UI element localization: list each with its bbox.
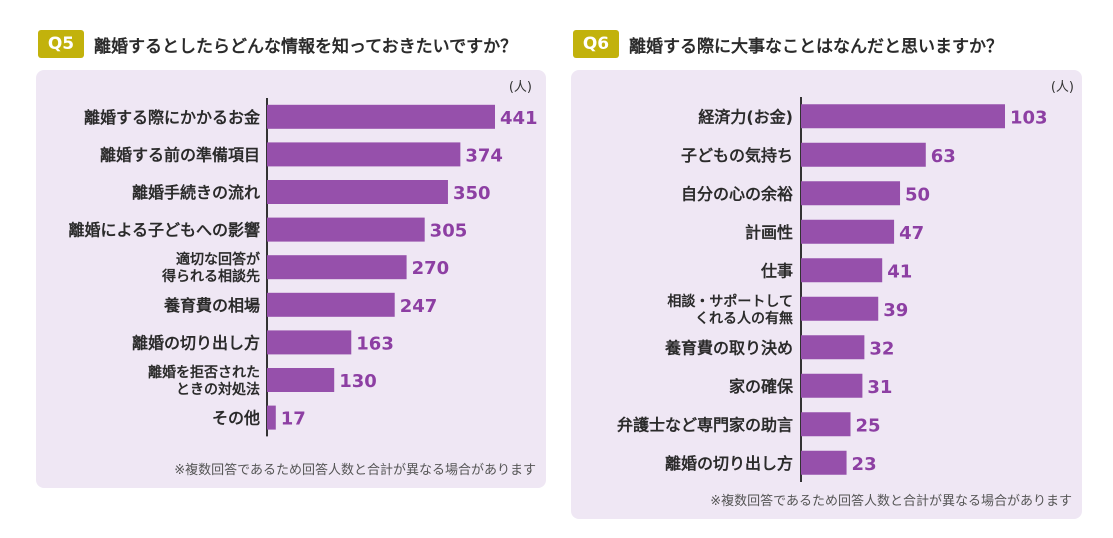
q6-category-label: 相談・サポートしてくれる人の有無 xyxy=(667,293,793,327)
q5-title: 離婚するとしたらどんな情報を知っておきたいですか？ xyxy=(94,36,518,57)
q6-title: 離婚する際に大事なことはなんだと思いますか？ xyxy=(629,36,1003,57)
q5-category-label: 養育費の相場 xyxy=(163,296,260,315)
q5-value-label: 374 xyxy=(465,145,503,166)
q6-badge: Q6 xyxy=(573,30,619,58)
q6-value-label: 47 xyxy=(899,223,924,244)
q5-bar xyxy=(267,104,495,129)
q6-category-label: 子どもの気持ち xyxy=(681,146,793,165)
q6-header: Q6 離婚する際に大事なことはなんだと思いますか？ xyxy=(573,30,1003,58)
q6-category-label: 経済力(お金) xyxy=(698,107,793,126)
q6-category-label: 家の確保 xyxy=(729,377,794,396)
q6-footnote: ※複数回答であるため回答人数と合計が異なる場合があります xyxy=(710,494,1072,509)
q6-value-label: 25 xyxy=(856,415,881,436)
q5-value-label: 441 xyxy=(500,108,538,129)
q6-category-label: 計画性 xyxy=(745,223,793,242)
q6-bar xyxy=(801,373,863,398)
q6-bar xyxy=(801,181,901,206)
q6-category-label: 仕事 xyxy=(760,261,793,280)
q6-bar xyxy=(801,219,895,244)
q5-value-label: 305 xyxy=(430,221,468,242)
q5-value-label: 130 xyxy=(339,371,377,392)
q6-value-label: 32 xyxy=(869,338,894,359)
q5-category-label: 離婚する際にかかるお金 xyxy=(84,108,261,127)
q5-bar-chart: 441 離婚する際にかかるお金 374 離婚する前の準備項目 350 離婚手続きの流れ 30… xyxy=(68,98,538,437)
q5-category-label: 離婚する前の準備項目 xyxy=(100,145,260,164)
q5-category-label: 適切な回答が得られる相談先 xyxy=(161,251,261,285)
q5-bar xyxy=(267,292,395,317)
q6-category-label: 離婚の切り出し方 xyxy=(665,454,793,473)
q5-bar xyxy=(267,368,335,392)
q5-bar xyxy=(267,217,425,242)
q5-category-label: その他 xyxy=(212,409,260,428)
q5-category-label: 離婚による子どもへの影響 xyxy=(68,221,260,240)
q6-bar xyxy=(801,258,883,283)
q6-value-label: 50 xyxy=(905,184,930,205)
q6-bar xyxy=(801,296,879,321)
q5-value-label: 270 xyxy=(412,258,450,279)
q6-value-label: 39 xyxy=(883,300,908,321)
q6-category-label: 自分の心の余裕 xyxy=(681,184,793,203)
q6-chart-panel: (人) 103 経済力(お金) 63 子どもの気持ち 50 自分の心の余裕 47 計画性 41 仕… xyxy=(571,70,1082,519)
q5-category-label: 離婚手続きの流れ xyxy=(132,183,260,202)
q5-bar xyxy=(267,255,407,280)
q6-bar xyxy=(801,142,926,167)
q6-value-label: 63 xyxy=(931,146,956,167)
q5-bar xyxy=(267,405,276,430)
q6-value-label: 41 xyxy=(887,261,912,282)
q6-bar xyxy=(801,104,1005,129)
q5-bar xyxy=(267,180,448,204)
q5-category-label: 離婚を拒否されたときの対処法 xyxy=(148,364,260,398)
q5-value-label: 350 xyxy=(453,183,491,204)
q5-footnote: ※複数回答であるため回答人数と合計が異なる場合があります xyxy=(174,463,536,478)
q5-value-label: 247 xyxy=(400,296,438,317)
q5-value-label: 163 xyxy=(356,333,394,354)
q6-bar xyxy=(801,412,851,437)
q5-unit-label: (人) xyxy=(508,80,532,95)
q5-bar xyxy=(267,330,352,355)
q6-bar-chart: 103 経済力(お金) 63 子どもの気持ち 50 自分の心の余裕 47 計画性 41 仕事 39 相… xyxy=(617,97,1048,482)
q5-chart-panel: (人) 441 離婚する際にかかるお金 374 離婚する前の準備項目 350 離婚手続きの… xyxy=(36,70,546,488)
q6-bar xyxy=(801,450,847,475)
q6-value-label: 103 xyxy=(1010,107,1048,128)
q5-category-label: 離婚の切り出し方 xyxy=(132,333,260,352)
q5-header: Q5 離婚するとしたらどんな情報を知っておきたいですか？ xyxy=(38,30,517,58)
q6-category-label: 弁護士など専門家の助言 xyxy=(617,415,793,434)
q5-value-label: 17 xyxy=(281,409,306,430)
q5-badge: Q5 xyxy=(38,30,84,58)
q6-value-label: 31 xyxy=(867,377,892,398)
q6-value-label: 23 xyxy=(852,454,877,475)
q6-unit-label: (人) xyxy=(1050,80,1074,95)
q5-bar xyxy=(267,142,461,167)
q6-bar xyxy=(801,335,865,360)
q6-category-label: 養育費の取り決め xyxy=(664,338,793,357)
